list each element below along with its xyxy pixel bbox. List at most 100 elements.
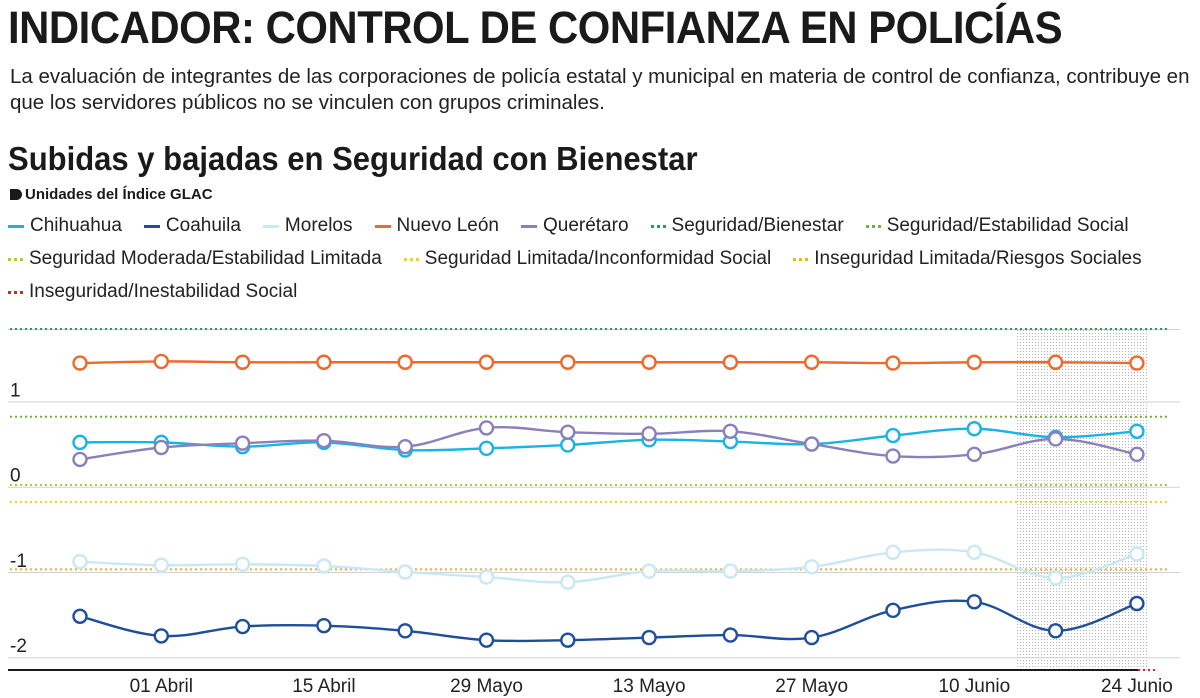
data-point-morelos (885, 544, 901, 561)
legend-item-coahuila[interactable]: Coahuila (143, 214, 241, 238)
series-line-queretaro (79, 426, 1138, 461)
data-point-chihuahua (560, 437, 576, 453)
legend-label: Seguridad Moderada/Estabilidad Limitada (29, 248, 382, 269)
y-tick-label: 1 (10, 380, 21, 401)
legend-swatch (865, 224, 881, 228)
data-point-morelos (1129, 546, 1145, 562)
legend-item-seguridad-estabilidad[interactable]: Seguridad/Estabilidad Social (865, 214, 1129, 238)
legend-item-nuevo-leon[interactable]: Nuevo León (374, 214, 499, 238)
legend-label: Seguridad Limitada/Inconformidad Social (424, 248, 772, 269)
data-point-queretaro (885, 448, 901, 464)
data-point-coahuila (397, 623, 413, 639)
data-point-queretaro (722, 423, 739, 440)
data-point-queretaro (316, 432, 332, 449)
data-point-queretaro (153, 439, 170, 456)
data-point-nuevo-leon (966, 354, 982, 370)
page-title: INDICADOR: CONTROL DE CONFIANZA EN POLIC… (8, 2, 1063, 53)
data-point-nuevo-leon (1129, 355, 1145, 371)
data-point-chihuahua (885, 427, 901, 444)
series-line-morelos (79, 548, 1138, 584)
legend-label: Seguridad/Estabilidad Social (886, 215, 1129, 236)
data-point-nuevo-leon (1047, 354, 1064, 370)
x-tick-label: 15 Abril (292, 676, 355, 697)
data-point-morelos (478, 569, 495, 585)
legend-item-seguridad-moderada[interactable]: Seguridad Moderada/Estabilidad Limitada (8, 247, 382, 271)
data-point-coahuila (641, 629, 657, 646)
legend-item-chihuahua[interactable]: Chihuahua (8, 214, 122, 238)
legend-label: Inseguridad/Inestabilidad Social (29, 281, 298, 302)
data-point-morelos (153, 557, 170, 573)
data-point-morelos (804, 559, 820, 575)
x-tick-label: 29 Mayo (450, 676, 523, 697)
data-point-queretaro (397, 438, 413, 455)
data-point-morelos (966, 544, 982, 561)
data-point-morelos (397, 564, 413, 580)
x-tick-label: 10 Junio (938, 676, 1010, 697)
legend-item-seguridad-bienestar[interactable]: Seguridad/Bienestar (650, 214, 844, 238)
data-point-chihuahua (478, 440, 495, 457)
data-point-chihuahua (966, 421, 982, 437)
data-point-nuevo-leon (234, 354, 251, 370)
x-tick-label: 13 Mayo (613, 676, 686, 697)
data-point-chihuahua (1129, 423, 1145, 440)
y-tick-label: 0 (10, 466, 21, 487)
legend-swatch (8, 257, 23, 261)
legend-item-queretaro[interactable]: Querétaro (520, 214, 629, 238)
y-tick-label: -2 (10, 636, 27, 657)
data-point-morelos (722, 563, 739, 579)
data-point-nuevo-leon (397, 354, 413, 370)
chart-legend: Chihuahua Coahuila Morelos Nuevo León Qu… (8, 214, 1198, 304)
legend-swatch (403, 257, 419, 261)
line-chart: 1 0 -1 -2 01 Abril 15 Abril 29 Mayo 13 Mayo 27 M… (8, 328, 1180, 697)
chart-title: Subidas y bajadas en Seguridad con Biene… (8, 140, 698, 177)
legend-label: Coahuila (165, 215, 241, 236)
data-point-queretaro (1129, 446, 1145, 463)
data-point-queretaro (478, 420, 495, 436)
legend-swatch (793, 257, 809, 261)
data-point-coahuila (72, 608, 88, 624)
series-line-coahuila (79, 599, 1138, 643)
data-point-queretaro (804, 436, 820, 452)
legend-label: Inseguridad Limitada/Riesgos Sociales (814, 248, 1142, 269)
data-point-morelos (560, 574, 576, 590)
x-tick-label: 24 Junio (1101, 676, 1173, 697)
data-point-coahuila (153, 628, 170, 644)
data-point-queretaro (234, 435, 251, 451)
data-point-nuevo-leon (72, 355, 88, 371)
legend-item-inseguridad-limitada[interactable]: Inseguridad Limitada/Riesgos Sociales (793, 247, 1142, 271)
data-point-morelos (641, 563, 657, 579)
x-tick-label: 27 Mayo (775, 676, 848, 697)
data-point-coahuila (316, 617, 332, 634)
legend-swatch (650, 224, 666, 228)
series-line-nuevo-leon (79, 360, 1137, 365)
legend-item-inseguridad-inestabilidad[interactable]: Inseguridad/Inestabilidad Social (8, 280, 297, 304)
data-point-nuevo-leon (316, 354, 332, 370)
data-point-coahuila (966, 594, 982, 610)
legend-label: Seguridad/Bienestar (671, 215, 844, 236)
data-point-morelos (316, 558, 332, 574)
data-point-coahuila (804, 629, 820, 646)
data-point-queretaro (72, 451, 88, 468)
data-point-coahuila (722, 627, 739, 643)
data-point-chihuahua (72, 434, 88, 451)
legend-item-morelos[interactable]: Morelos (262, 214, 353, 238)
series-line-chihuahua (79, 427, 1137, 452)
data-point-coahuila (478, 632, 495, 648)
legend-swatch (8, 290, 23, 294)
data-point-nuevo-leon (641, 354, 657, 370)
data-point-morelos (1047, 570, 1064, 586)
units-label: Unidades del Índice GLAC (10, 186, 213, 203)
data-point-coahuila (560, 632, 576, 648)
data-point-queretaro (966, 446, 982, 463)
data-point-nuevo-leon (804, 354, 820, 370)
legend-item-seguridad-limitada[interactable]: Seguridad Limitada/Inconformidad Social (403, 247, 772, 271)
x-tick-label: 01 Abril (130, 676, 193, 697)
data-point-nuevo-leon (560, 354, 576, 370)
data-point-queretaro (1047, 431, 1064, 447)
data-point-nuevo-leon (885, 355, 901, 371)
tag-icon (10, 189, 22, 200)
highlight-band (1015, 329, 1147, 670)
data-point-coahuila (1129, 595, 1145, 612)
data-point-morelos (234, 556, 251, 572)
data-point-nuevo-leon (722, 354, 739, 370)
